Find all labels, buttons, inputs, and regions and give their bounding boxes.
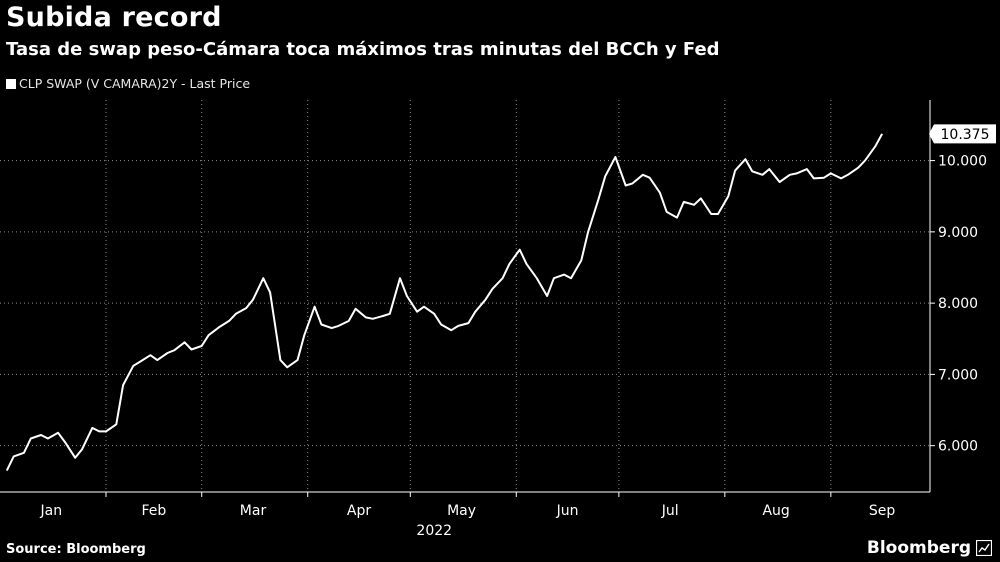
y-tick-label: 7.000 [938,367,978,383]
x-tick-label: Aug [762,503,789,519]
brand-logo: Bloomberg [867,538,992,558]
last-value-label: 10.375 [941,127,990,143]
x-year-label: 2022 [416,523,452,539]
x-tick-label: Apr [347,503,371,519]
y-tick-label: 9.000 [938,225,978,241]
chart-title: Subida record [6,2,222,33]
x-tick-label: May [447,503,476,519]
source-note: Source: Bloomberg [6,542,146,557]
legend-label: CLP SWAP (V CAMARA)2Y - Last Price [19,76,251,91]
last-value-tag [929,124,996,144]
y-tick-label: 10.000 [938,154,987,170]
y-tick-label: 8.000 [938,296,978,312]
x-tick-label: Mar [240,503,267,519]
brand-name: Bloomberg [866,538,971,558]
x-tick-label: Jun [556,503,579,519]
chart-subtitle: Tasa de swap peso-Cámara toca máximos tr… [6,39,720,60]
x-tick-label: Feb [141,503,166,519]
legend: CLP SWAP (V CAMARA)2Y - Last Price [6,76,250,91]
series-line [5,133,883,472]
x-tick-label: Sep [869,503,896,519]
bloomberg-terminal-icon [976,540,992,556]
x-tick-label: Jan [39,503,62,519]
legend-swatch [6,78,16,89]
y-tick-label: 6.000 [938,439,978,455]
x-tick-label: Jul [661,503,679,519]
